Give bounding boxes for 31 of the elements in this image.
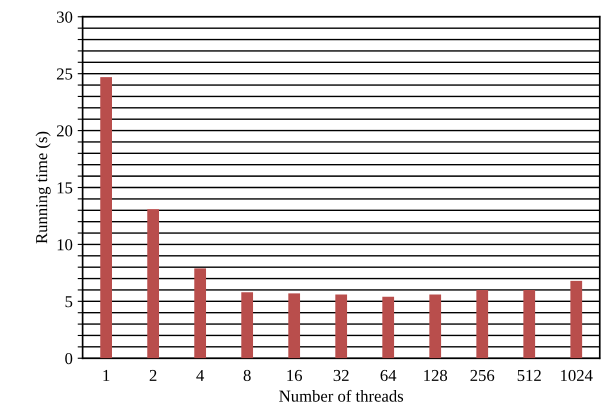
y-tick-label: 30 xyxy=(57,11,72,23)
y-tick-label: 15 xyxy=(58,182,72,194)
bar xyxy=(570,280,582,358)
bar xyxy=(429,294,442,358)
y-axis-title: Running time (s) xyxy=(36,132,51,244)
bar xyxy=(335,294,348,358)
x-axis-title: Number of threads xyxy=(279,390,404,402)
y-tick-label: 10 xyxy=(58,239,72,250)
x-tick-label: 64 xyxy=(380,370,396,382)
bar xyxy=(288,293,300,358)
bar xyxy=(100,77,112,358)
x-tick-label: 256 xyxy=(470,370,494,382)
y-tick-label: 25 xyxy=(56,68,72,80)
x-tick-label: 1 xyxy=(103,370,110,381)
x-tick-label: 4 xyxy=(196,370,204,381)
bar xyxy=(476,290,488,358)
x-tick-label: 16 xyxy=(287,370,302,382)
x-tick-label: 32 xyxy=(334,370,349,382)
x-tick-label: 512 xyxy=(518,370,541,382)
x-tick-label: 8 xyxy=(244,370,251,382)
bar xyxy=(382,296,394,358)
x-tick-label: 128 xyxy=(424,370,448,382)
y-tick-label: 5 xyxy=(66,296,72,308)
bar xyxy=(523,290,536,358)
bar xyxy=(194,268,206,358)
x-tick-label: 1024 xyxy=(561,370,593,382)
bar xyxy=(241,292,254,358)
x-tick-label: 2 xyxy=(150,370,156,381)
bar xyxy=(147,209,160,358)
y-tick-label: 0 xyxy=(65,352,72,364)
y-tick-label: 20 xyxy=(56,125,72,137)
